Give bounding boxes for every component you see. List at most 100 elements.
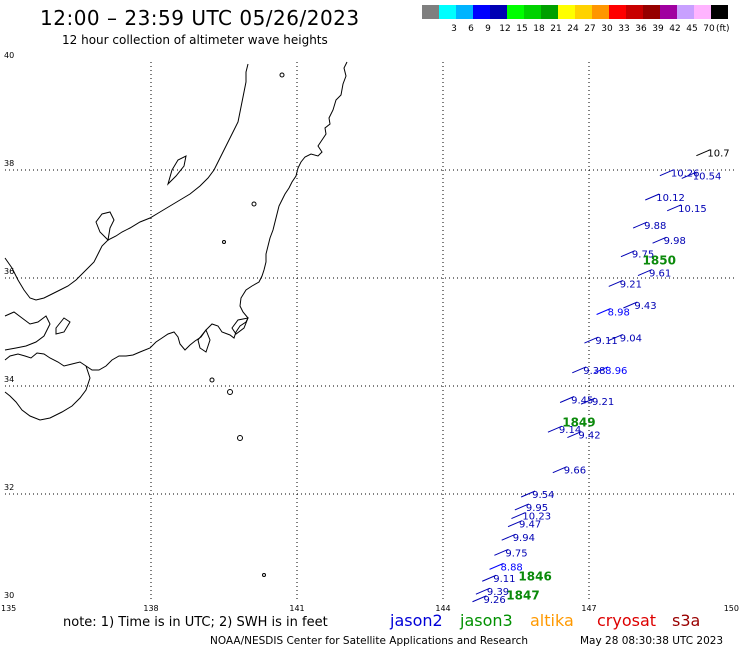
lat-tick-label: 40 — [4, 51, 14, 60]
legend-label: 70 — [703, 24, 715, 34]
track-tick — [507, 520, 523, 528]
track-tick — [608, 333, 623, 341]
inland-lake-1 — [251, 201, 257, 207]
swh-value: 9.42 — [578, 431, 600, 442]
track-tick — [552, 466, 567, 474]
track-tick — [482, 574, 497, 582]
track-tick — [580, 397, 596, 405]
kii-peninsula — [4, 365, 91, 421]
swh-value: 8.96 — [605, 366, 627, 377]
japan-sea-coast — [4, 63, 249, 301]
track-tick — [475, 587, 491, 595]
lon-tick-label: 147 — [581, 604, 596, 613]
lon-tick-label: 138 — [143, 604, 158, 613]
satellite-label: jason3 — [459, 611, 513, 630]
legend-label: 36 — [635, 24, 647, 34]
lon-tick-label: 144 — [435, 604, 450, 613]
izu-island-3 — [237, 435, 243, 441]
lake-island — [279, 72, 285, 78]
swh-value: 10.7 — [707, 149, 729, 160]
track-tick — [514, 503, 530, 511]
izu-island-1 — [209, 377, 215, 383]
legend-label: 33 — [618, 24, 629, 34]
swh-value: 10.26 — [671, 169, 700, 180]
footer-credit: NOAA/NESDIS Center for Satellite Applica… — [210, 635, 528, 647]
legend-label: 12 — [499, 24, 510, 34]
swh-value: 8.88 — [501, 562, 523, 573]
shikoku-coast — [4, 311, 51, 351]
pass-time-label: 1847 — [506, 588, 539, 602]
swh-value: 9.45 — [571, 396, 593, 407]
track-tick — [489, 562, 504, 570]
legend-swatch — [626, 5, 643, 19]
swh-value: 9.14 — [559, 425, 581, 436]
track-tick — [584, 336, 599, 344]
pass-time-label: 1850 — [643, 254, 676, 268]
swh-value: 9.75 — [505, 548, 527, 559]
legend-label: 21 — [550, 24, 561, 34]
satellite-label: altika — [530, 611, 574, 630]
footer-timestamp: May 28 08:30:38 UTC 2023 — [580, 635, 723, 647]
swh-value: 9.21 — [592, 397, 614, 408]
legend-swatch — [575, 5, 592, 19]
track-tick — [501, 533, 516, 541]
legend-label: 3 — [451, 24, 457, 34]
page-title: 12:00 – 23:59 UTC 05/26/2023 — [40, 6, 360, 30]
legend-swatch — [473, 5, 490, 19]
track-tick — [494, 548, 509, 556]
lat-tick-label: 32 — [4, 483, 14, 492]
map-grid — [5, 62, 735, 602]
legend-swatch — [439, 5, 456, 19]
satellite-label: cryosat — [597, 611, 656, 630]
legend-unit: (ft) — [716, 24, 730, 34]
legend-swatch — [694, 5, 711, 19]
noto-peninsula — [95, 211, 115, 242]
legend-swatch — [677, 5, 694, 19]
legend-label: 15 — [516, 24, 527, 34]
track-tick — [652, 236, 667, 244]
lon-tick-label: 141 — [289, 604, 304, 613]
track-tick — [623, 301, 638, 309]
swh-value: 9.26 — [484, 595, 506, 606]
track-tick — [520, 490, 536, 498]
legend-swatch — [507, 5, 524, 19]
footer-note: note: 1) Time is in UTC; 2) SWH is in fe… — [63, 615, 328, 630]
legend-swatch — [609, 5, 626, 19]
legend-swatch — [643, 5, 660, 19]
track-tick — [559, 396, 575, 403]
swh-value: 9.04 — [620, 333, 642, 344]
swh-value: 10.12 — [656, 193, 685, 204]
swh-value: 9.43 — [634, 301, 656, 312]
legend-label: 9 — [485, 24, 491, 34]
awaji-island — [55, 317, 71, 335]
legend-swatch — [541, 5, 558, 19]
legend-label: 6 — [468, 24, 474, 34]
track-tick — [547, 425, 563, 433]
legend-label: 39 — [652, 24, 664, 34]
track-tick — [666, 204, 682, 212]
coastline — [4, 61, 348, 577]
satellite-label: jason2 — [389, 611, 443, 630]
legend-label: 24 — [567, 24, 579, 34]
swh-value: 9.21 — [620, 279, 642, 290]
track-tick — [645, 193, 660, 201]
track-tick — [696, 149, 711, 157]
swh-value: 10.15 — [678, 204, 707, 215]
swh-value: 8.98 — [608, 307, 630, 318]
legend-label: 18 — [533, 24, 545, 34]
swh-value: 9.11 — [595, 336, 617, 347]
track-tick — [472, 595, 487, 603]
track-tick — [596, 308, 611, 315]
legend-label: 27 — [584, 24, 595, 34]
boso-peninsula — [231, 317, 249, 335]
swh-value: 9.95 — [526, 503, 548, 514]
track-tick — [608, 279, 623, 287]
lon-tick-label: 135 — [1, 604, 16, 613]
legend-swatch — [490, 5, 507, 19]
swh-value: 9.39 — [487, 587, 509, 598]
swh-value: 9.54 — [532, 490, 554, 501]
lat-tick-label: 30 — [4, 591, 14, 600]
swh-value: 9.11 — [493, 574, 515, 585]
track-tick — [620, 250, 636, 258]
